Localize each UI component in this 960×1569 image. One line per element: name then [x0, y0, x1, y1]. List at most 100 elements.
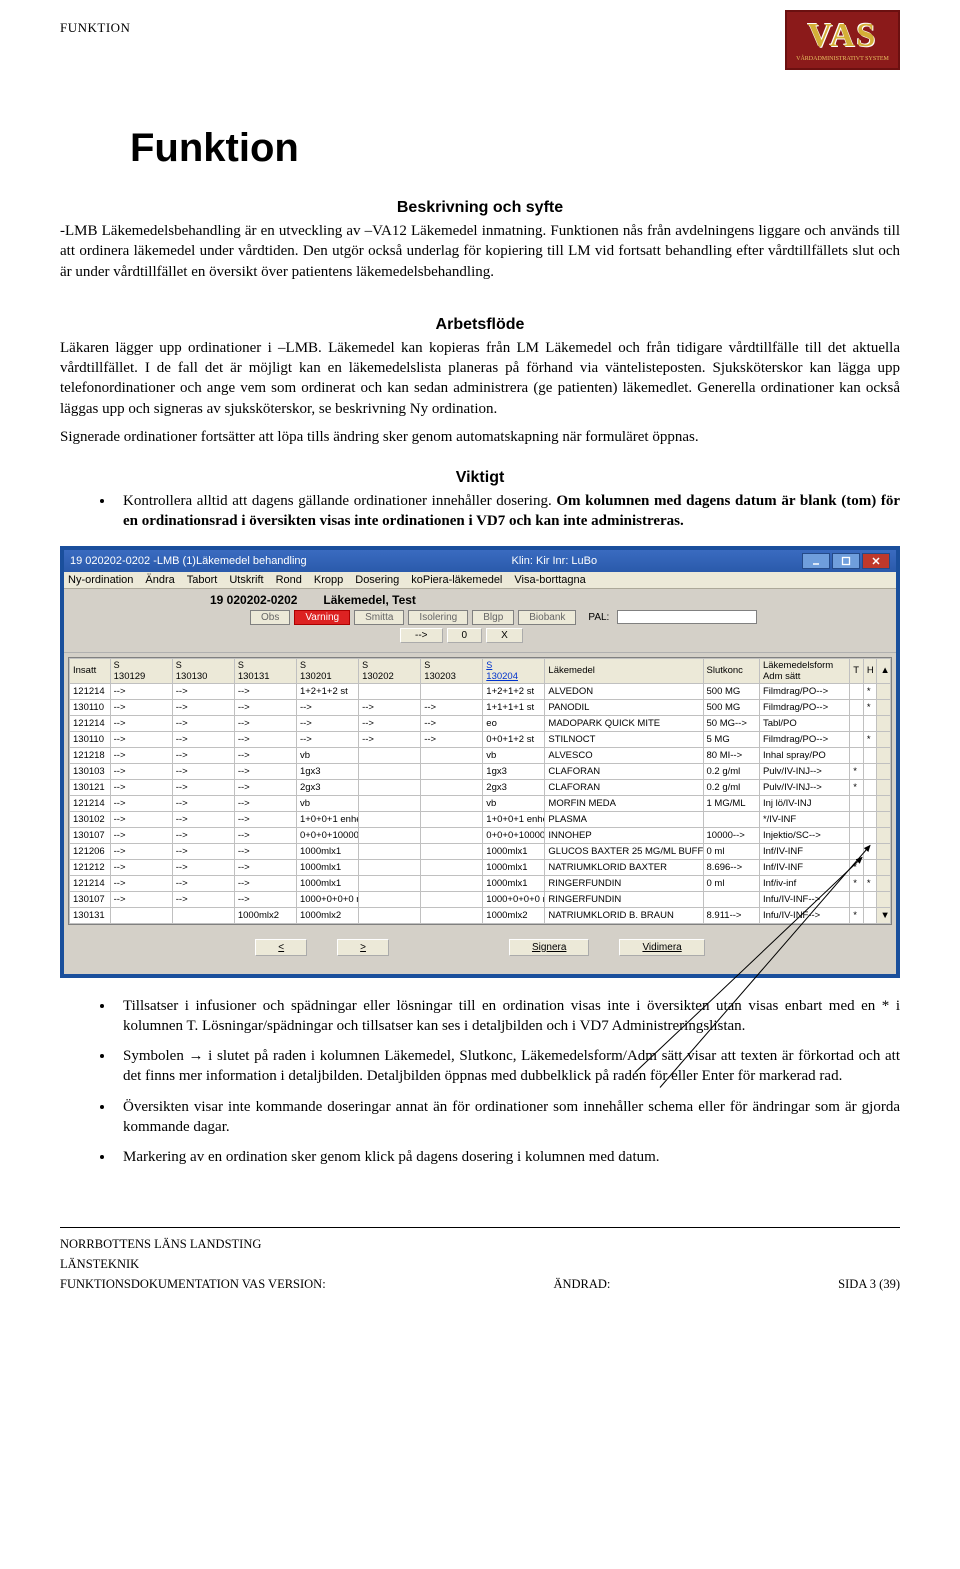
grid-cell[interactable]: Pulv/IV-INJ-->: [759, 763, 849, 779]
grid-cell[interactable]: [863, 891, 877, 907]
table-row[interactable]: 121214-->-->-->vbvbMORFIN MEDA1 MG/MLInj…: [70, 795, 891, 811]
grid-cell[interactable]: STILNOCT: [545, 731, 703, 747]
grid-cell[interactable]: -->: [110, 747, 172, 763]
grid-cell[interactable]: [421, 859, 483, 875]
grid-cell[interactable]: 5 MG: [703, 731, 759, 747]
scrollbar-cell[interactable]: [877, 715, 891, 731]
grid-cell[interactable]: [850, 747, 864, 763]
grid-cell[interactable]: [863, 747, 877, 763]
grid-header[interactable]: S130129: [110, 658, 172, 683]
grid-cell[interactable]: -->: [234, 827, 296, 843]
menu-item-rond[interactable]: Rond: [276, 574, 302, 586]
grid-cell[interactable]: 0.2 g/ml: [703, 779, 759, 795]
grid-cell[interactable]: -->: [296, 699, 358, 715]
window-menubar[interactable]: Ny-ordinationÄndraTabortUtskriftRondKrop…: [64, 572, 896, 589]
grid-cell[interactable]: 10000-->: [703, 827, 759, 843]
grid-cell[interactable]: Filmdrag/PO-->: [759, 699, 849, 715]
grid-cell[interactable]: -->: [234, 763, 296, 779]
grid-cell[interactable]: 130110: [70, 699, 111, 715]
scrollbar-cell[interactable]: [877, 699, 891, 715]
grid-cell[interactable]: Inf/IV-INF: [759, 843, 849, 859]
table-row[interactable]: 130121-->-->-->2gx32gx3CLAFORAN0.2 g/mlP…: [70, 779, 891, 795]
grid-cell[interactable]: NATRIUMKLORID B. BRAUN: [545, 907, 703, 923]
grid-cell[interactable]: [703, 891, 759, 907]
grid-cell[interactable]: vb: [296, 747, 358, 763]
grid-cell[interactable]: [863, 763, 877, 779]
scrollbar-cell[interactable]: [877, 683, 891, 699]
grid-cell[interactable]: [421, 683, 483, 699]
grid-cell[interactable]: 1000mlx1: [296, 843, 358, 859]
grid-cell[interactable]: ALVEDON: [545, 683, 703, 699]
grid-cell[interactable]: 0 ml: [703, 843, 759, 859]
grid-cell[interactable]: -->: [234, 779, 296, 795]
grid-cell[interactable]: -->: [234, 795, 296, 811]
grid-cell[interactable]: -->: [234, 811, 296, 827]
grid-cell[interactable]: [421, 891, 483, 907]
grid-cell[interactable]: 1000mlx2: [234, 907, 296, 923]
grid-cell[interactable]: -->: [172, 843, 234, 859]
grid-cell[interactable]: 121214: [70, 683, 111, 699]
grid-cell[interactable]: 8.911-->: [703, 907, 759, 923]
table-row[interactable]: 121218-->-->-->vbvbALVESCO80 MI-->Inhal …: [70, 747, 891, 763]
grid-cell[interactable]: -->: [110, 683, 172, 699]
grid-cell[interactable]: -->: [234, 891, 296, 907]
grid-cell[interactable]: [850, 811, 864, 827]
grid-cell[interactable]: -->: [110, 859, 172, 875]
nav-button-2[interactable]: X: [486, 628, 523, 643]
grid-cell[interactable]: Injektio/SC-->: [759, 827, 849, 843]
grid-header[interactable]: Läkemedel: [545, 658, 703, 683]
grid-cell[interactable]: 1 MG/ML: [703, 795, 759, 811]
scrollbar-cell[interactable]: [877, 827, 891, 843]
window-titlebar[interactable]: 19 020202-0202 -LMB (1)Läkemedel behandl…: [64, 550, 896, 572]
grid-cell[interactable]: Pulv/IV-INJ-->: [759, 779, 849, 795]
scrollbar-cell[interactable]: [877, 731, 891, 747]
grid-cell[interactable]: [850, 843, 864, 859]
grid-cell[interactable]: Infu/IV-INF-->: [759, 907, 849, 923]
grid-cell[interactable]: 121214: [70, 875, 111, 891]
scrollbar-cell[interactable]: [877, 843, 891, 859]
nav-button-1[interactable]: 0: [447, 628, 483, 643]
scrollbar-cell[interactable]: [877, 875, 891, 891]
grid-cell[interactable]: [850, 699, 864, 715]
tab-varning[interactable]: Varning: [294, 610, 350, 625]
grid-cell[interactable]: -->: [234, 859, 296, 875]
grid-cell[interactable]: -->: [110, 795, 172, 811]
grid-header[interactable]: S130130: [172, 658, 234, 683]
menu-item-dosering[interactable]: Dosering: [355, 574, 399, 586]
grid-cell[interactable]: -->: [172, 715, 234, 731]
scrollbar-cell[interactable]: [877, 811, 891, 827]
tab-blgp[interactable]: Blgp: [472, 610, 514, 625]
grid-cell[interactable]: [421, 907, 483, 923]
grid-header[interactable]: H: [863, 658, 877, 683]
pal-input[interactable]: [617, 610, 757, 624]
grid-cell[interactable]: Filmdrag/PO-->: [759, 683, 849, 699]
grid-cell[interactable]: 8.696-->: [703, 859, 759, 875]
table-row[interactable]: 121214-->-->-->1000mlx11000mlx1RINGERFUN…: [70, 875, 891, 891]
grid-cell[interactable]: [421, 811, 483, 827]
grid-cell[interactable]: 130110: [70, 731, 111, 747]
grid-cell[interactable]: [172, 907, 234, 923]
grid-cell[interactable]: [863, 859, 877, 875]
grid-cell[interactable]: -->: [234, 715, 296, 731]
window-close-button[interactable]: [862, 553, 890, 569]
grid-cell[interactable]: -->: [110, 731, 172, 747]
grid-cell[interactable]: [359, 827, 421, 843]
grid-cell[interactable]: -->: [110, 811, 172, 827]
grid-cell[interactable]: -->: [359, 715, 421, 731]
grid-cell[interactable]: 1000mlx1: [296, 875, 358, 891]
grid-cell[interactable]: 2gx3: [296, 779, 358, 795]
scrollbar-cell[interactable]: [877, 747, 891, 763]
grid-cell[interactable]: 80 MI-->: [703, 747, 759, 763]
grid-cell[interactable]: 1000mlx1: [483, 859, 545, 875]
grid-cell[interactable]: RINGERFUNDIN: [545, 891, 703, 907]
grid-cell[interactable]: -->: [234, 747, 296, 763]
grid-cell[interactable]: [359, 779, 421, 795]
grid-cell[interactable]: GLUCOS BAXTER 25 MG/ML BUFFRAD: [545, 843, 703, 859]
grid-cell[interactable]: [850, 731, 864, 747]
grid-cell[interactable]: -->: [234, 875, 296, 891]
next-page-button[interactable]: >: [337, 939, 389, 956]
grid-cell[interactable]: -->: [172, 683, 234, 699]
grid-cell[interactable]: [850, 795, 864, 811]
grid-cell[interactable]: vb: [296, 795, 358, 811]
prev-page-button[interactable]: <: [255, 939, 307, 956]
